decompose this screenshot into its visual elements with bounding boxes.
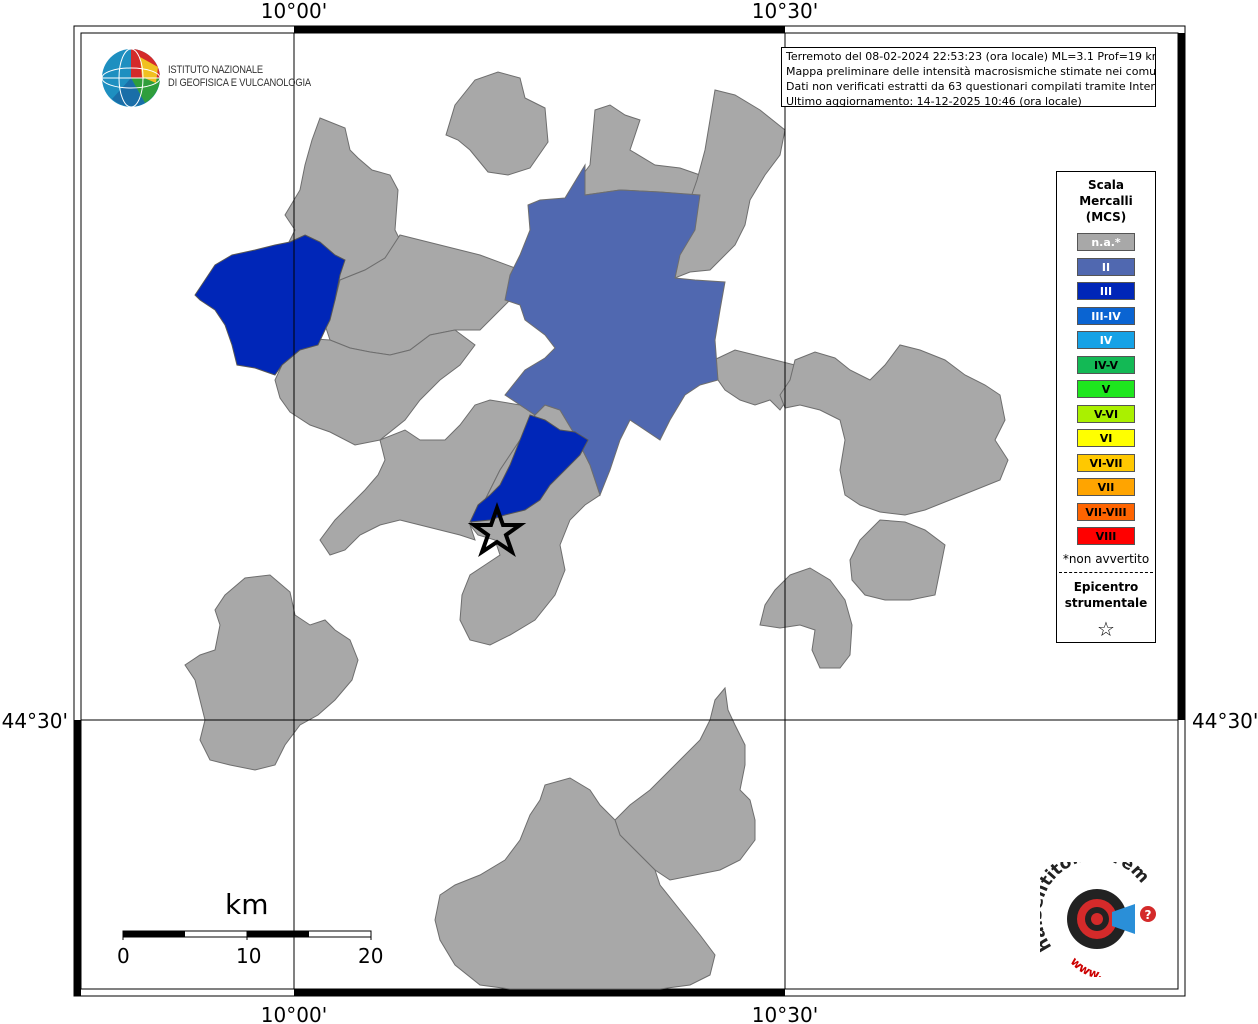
legend-item: III <box>1077 282 1135 300</box>
legend-divider <box>1059 571 1153 573</box>
scale-label-10: 10 <box>236 944 262 968</box>
legend-epicenter-line1: Epicentro <box>1073 579 1139 594</box>
municipalities-na <box>184 71 1009 990</box>
municipality-intensity-iii-epicenter <box>469 414 589 523</box>
ingv-logo <box>100 47 320 111</box>
svg-text:?: ? <box>1145 908 1152 922</box>
legend-item: VIII <box>1077 527 1135 545</box>
mcs-legend: Scala Mercalli (MCS) n.a.* II III III-IV IV I… <box>1056 171 1156 643</box>
event-info-box: Terremoto del 08-02-2024 22:53:23 (ora l… <box>781 47 1156 107</box>
legend-item: n.a.* <box>1077 233 1135 251</box>
legend-item: IV <box>1077 331 1135 349</box>
coord-right-44-30: 44°30' <box>1192 709 1258 733</box>
scale-label-0: 0 <box>117 944 130 968</box>
legend-note: *non avvertito <box>1062 551 1150 566</box>
legend-epicenter-line2: strumentale <box>1064 595 1148 610</box>
legend-title-line2: Mercalli <box>1079 194 1133 208</box>
coord-top-10-30: 10°30' <box>752 0 818 23</box>
event-info-line1: Terremoto del 08-02-2024 22:53:23 (ora l… <box>786 50 1156 63</box>
legend-item: VI <box>1077 429 1135 447</box>
legend-star-icon: ☆ <box>1097 616 1115 641</box>
event-info-line3: Dati non verificati estratti da 63 quest… <box>786 80 1156 93</box>
frame-bar-bottom <box>294 989 785 996</box>
haisentito-logo-icon: haisentitoilterremoto.it www. ? <box>1026 845 1156 982</box>
coord-bottom-10-00: 10°00' <box>261 1003 327 1024</box>
ingv-name-line2: DI GEOFISICA E VULCANOLOGIA <box>168 77 311 89</box>
scale-unit: km <box>225 888 269 921</box>
legend-item: VI-VII <box>1077 453 1135 472</box>
ingv-name: ISTITUTO NAZIONALE DI GEOFISICA E VULCAN… <box>168 64 311 90</box>
legend-item: V <box>1077 380 1135 398</box>
coord-left-44-30: 44°30' <box>2 709 68 733</box>
legend-item: VII-VIII <box>1077 502 1135 521</box>
frame-bar-left <box>74 720 81 996</box>
legend-item: VII <box>1077 478 1135 496</box>
scale-label-20: 20 <box>358 944 384 968</box>
legend-epicenter-label: Epicentro strumentale <box>1057 579 1155 611</box>
ingv-name-line1: ISTITUTO NAZIONALE <box>168 64 263 76</box>
svg-text:www.: www. <box>1068 954 1104 977</box>
logo-url-arc: www. <box>1068 954 1104 981</box>
legend-item: IV-V <box>1077 355 1135 374</box>
scale-bar <box>122 930 372 940</box>
legend-item: II <box>1077 257 1135 276</box>
legend-item: III-IV <box>1077 306 1135 325</box>
coord-bottom-10-30: 10°30' <box>752 1003 818 1024</box>
legend-title: Scala Mercalli (MCS) <box>1057 177 1155 225</box>
frame-bar-right <box>1178 33 1185 720</box>
haisentito-logo: haisentitoilterremoto.it www. ? <box>1026 845 1170 982</box>
legend-title-line3: (MCS) <box>1085 210 1127 224</box>
epicenter-star <box>467 501 527 557</box>
frame-bar-top <box>294 26 785 33</box>
legend-list: n.a.* II III III-IV IV IV-V V V-VI VI VI-VII VII VI… <box>1057 233 1155 545</box>
coord-top-10-00: 10°00' <box>261 0 327 23</box>
event-info-line4: Ultimo aggiornamento: 14-12-2025 10:46 (… <box>786 95 1082 107</box>
municipality-intensity-iii-west <box>194 234 346 376</box>
event-info-line2: Mappa preliminare delle intensità macros… <box>786 65 1156 78</box>
legend-item: V-VI <box>1077 404 1135 423</box>
ingv-globe-icon <box>101 48 161 108</box>
municipality-intensity-ii <box>504 163 726 497</box>
legend-title-line1: Scala <box>1087 178 1125 192</box>
